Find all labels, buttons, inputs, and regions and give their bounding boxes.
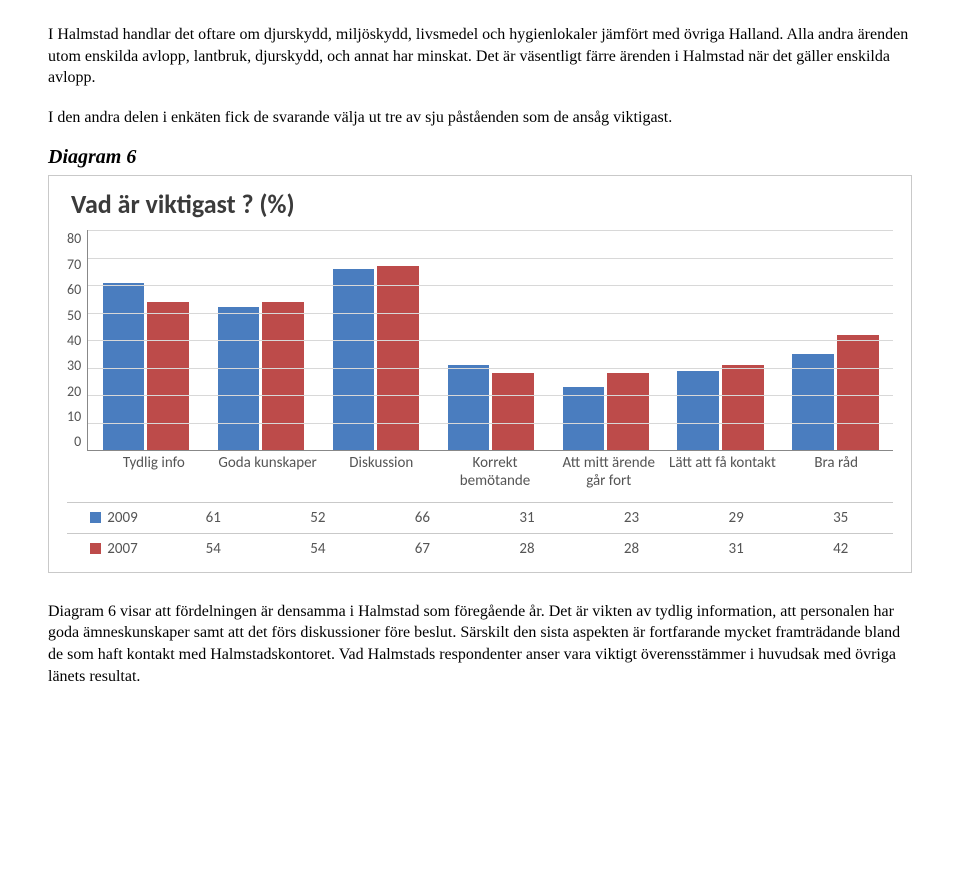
x-tick-label: Bra råd — [779, 451, 893, 498]
bar — [492, 373, 534, 450]
y-tick-label: 50 — [67, 307, 81, 324]
legend-swatch — [90, 512, 101, 523]
chart-container: Vad är viktigast ? (%) 80 70 60 50 40 30 20 10 0… — [48, 175, 912, 573]
y-tick-label: 10 — [67, 408, 81, 425]
chart-data-table: 200961526631232935200754546728283142 — [67, 502, 893, 564]
y-tick-label: 80 — [67, 230, 81, 247]
x-tick-label: Tydlig info — [97, 451, 211, 498]
bar — [218, 307, 260, 450]
y-tick-label: 40 — [67, 332, 81, 349]
y-tick-label: 20 — [67, 383, 81, 400]
bar — [262, 302, 304, 451]
chart-plot-area: 80 70 60 50 40 30 20 10 0 — [67, 230, 893, 451]
table-cell: 35 — [788, 502, 893, 533]
table-cell: 67 — [370, 533, 475, 564]
y-tick-label: 0 — [74, 433, 81, 450]
legend-swatch — [90, 543, 101, 554]
bar — [607, 373, 649, 450]
diagram-heading: Diagram 6 — [48, 146, 912, 169]
table-cell: 31 — [684, 533, 789, 564]
intro-paragraph-1: I Halmstad handlar det oftare om djursky… — [48, 24, 912, 89]
legend-label: 2009 — [107, 509, 137, 527]
bar — [448, 365, 490, 450]
x-tick-label: Att mitt ärende går fort — [552, 451, 666, 498]
table-row: 200754546728283142 — [67, 533, 893, 564]
table-cell: 28 — [475, 533, 580, 564]
bar — [837, 335, 879, 451]
table-cell: 54 — [266, 533, 371, 564]
y-tick-label: 60 — [67, 281, 81, 298]
table-cell: 61 — [161, 502, 266, 533]
x-tick-label: Korrekt bemötande — [438, 451, 552, 498]
table-row: 2009 61526631232935 — [67, 502, 893, 533]
chart-title: Vad är viktigast ? (%) — [71, 188, 893, 220]
y-tick-label: 70 — [67, 256, 81, 273]
table-cell: 23 — [579, 502, 684, 533]
bar — [722, 365, 764, 450]
legend-cell: 2009 — [67, 502, 161, 533]
bar — [677, 371, 719, 451]
intro-paragraph-2: I den andra delen i enkäten fick de svar… — [48, 107, 912, 129]
followup-paragraph: Diagram 6 visar att fördelningen är dens… — [48, 601, 912, 687]
x-tick-label: Goda kunskaper — [211, 451, 325, 498]
table-cell: 66 — [370, 502, 475, 533]
chart-plot — [87, 230, 893, 451]
y-tick-label: 30 — [67, 357, 81, 374]
table-cell: 31 — [475, 502, 580, 533]
table-cell: 28 — [579, 533, 684, 564]
table-cell: 42 — [788, 533, 893, 564]
bar — [147, 302, 189, 451]
bar — [563, 387, 605, 450]
chart-x-axis: Tydlig infoGoda kunskaperDiskussionKorre… — [97, 451, 893, 498]
x-tick-label: Diskussion — [324, 451, 438, 498]
bar — [103, 283, 145, 451]
chart-y-axis: 80 70 60 50 40 30 20 10 0 — [67, 230, 81, 450]
legend-label: 2007 — [107, 540, 137, 558]
x-tick-label: Lätt att få kontakt — [666, 451, 780, 498]
table-cell: 52 — [266, 502, 371, 533]
table-cell: 29 — [684, 502, 789, 533]
legend-cell: 2007 — [67, 533, 161, 564]
table-cell: 54 — [161, 533, 266, 564]
